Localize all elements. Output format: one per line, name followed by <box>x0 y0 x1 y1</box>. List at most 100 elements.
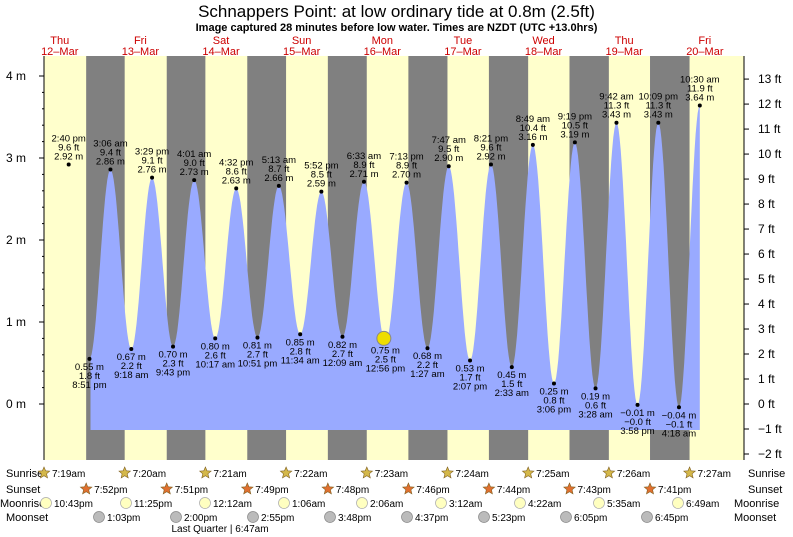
sunrise-icon <box>602 466 616 479</box>
low-tide-ft: 0.6 ft <box>585 400 606 411</box>
day-of-week-label: Sun <box>292 35 312 47</box>
low-tide-ft: 2.2 ft <box>417 360 438 371</box>
tide-point <box>697 103 702 108</box>
moonset-icon <box>324 511 336 523</box>
high-tide-ft: 8.9 ft <box>353 160 374 171</box>
high-tide-ft: 11.3 ft <box>604 101 630 112</box>
low-tide-time: 2:07 pm <box>453 382 487 393</box>
y-tick-label-ft: 9 ft <box>758 172 775 186</box>
sunset-icon <box>160 482 174 495</box>
sunrise-row-label: Sunrise <box>6 468 43 480</box>
y-tick-label-ft: 13 ft <box>758 72 782 86</box>
tide-point <box>635 402 640 407</box>
high-tide-time: 2:40 pm <box>52 134 86 145</box>
sunset-time: 7:41pm <box>658 485 691 496</box>
sunrise-icon <box>118 466 132 479</box>
moonrise-time: 3:12am <box>449 499 482 510</box>
water-area <box>90 105 700 430</box>
moonset-time: 2:00pm <box>184 513 217 524</box>
y-tick-label-ft: 7 ft <box>758 222 775 236</box>
moonset-icon <box>170 511 182 523</box>
moonset-time: 6:45pm <box>655 513 688 524</box>
high-tide-ft: 11.9 ft <box>687 84 713 95</box>
tide-point <box>66 162 71 167</box>
date-label: 14–Mar <box>202 46 240 58</box>
high-tide-ft: 10.5 ft <box>562 120 589 131</box>
tide-point <box>234 186 239 191</box>
low-tide-m: 0.19 m <box>581 391 610 402</box>
low-tide-time: 9:18 am <box>114 370 148 381</box>
low-tide-ft: 2.7 ft <box>332 349 353 360</box>
low-tide-ft: 2.5 ft <box>375 355 396 366</box>
high-tide-time: 7:13 pm <box>389 152 423 163</box>
tide-point <box>530 142 535 147</box>
sunset-icon <box>321 482 335 495</box>
high-tide-time: 5:13 am <box>262 155 296 166</box>
low-tide-m: −0.01 m <box>620 408 655 419</box>
tide-point <box>425 346 430 351</box>
high-tide-time: 7:47 am <box>432 135 466 146</box>
tide-point <box>446 164 451 169</box>
sunset-time: 7:43pm <box>577 485 610 496</box>
y-tick-label-ft: 12 ft <box>758 97 782 111</box>
tide-point <box>108 167 113 172</box>
high-tide-ft: 8.7 ft <box>268 164 289 175</box>
daylight-band <box>44 56 87 460</box>
moonrise-time: 6:49am <box>686 499 719 510</box>
high-tide-time: 4:01 am <box>177 149 211 160</box>
low-tide-time: 12:56 pm <box>366 364 406 375</box>
moonrise-icon <box>514 497 526 509</box>
high-tide-m: 3.43 m <box>602 110 631 121</box>
sunset-icon <box>643 482 657 495</box>
day-of-week-label: Wed <box>532 35 554 47</box>
sun-moon-rows: Sunrise Sunset Moonrise Moonset Sunrise Sunse… <box>0 466 785 535</box>
y-tick-label-ft: 6 ft <box>758 247 775 261</box>
y-tick-label-ft: −1 ft <box>758 422 782 436</box>
high-tide-m: 2.92 m <box>476 152 505 163</box>
sunrise-time: 7:24am <box>455 469 488 480</box>
moonset-icon <box>93 511 105 523</box>
low-tide-time: 3:28 am <box>578 409 612 420</box>
high-tide-m: 3.43 m <box>644 110 673 121</box>
low-tide-time: 4:18 am <box>662 428 696 439</box>
moonrise-time: 1:06am <box>292 499 325 510</box>
tide-point <box>87 356 92 361</box>
high-tide-m: 2.59 m <box>307 179 336 190</box>
sunrise-time: 7:20am <box>133 469 166 480</box>
low-tide-m: 0.75 m <box>371 346 400 357</box>
low-tide-m: 0.68 m <box>413 351 442 362</box>
sunset-icon <box>240 482 254 495</box>
y-tick-label-ft: 0 ft <box>758 397 775 411</box>
sunrise-icon <box>521 466 535 479</box>
low-tide-time: 12:09 am <box>323 358 363 369</box>
moonset-icon <box>560 511 572 523</box>
tide-point <box>213 336 218 341</box>
sunrise-icon <box>198 466 212 479</box>
low-tide-ft: 2.6 ft <box>205 350 226 361</box>
high-tide-time: 6:33 am <box>347 151 381 162</box>
high-tide-m: 2.86 m <box>96 156 125 167</box>
high-tide-m: 2.70 m <box>392 170 421 181</box>
moonrise-icon <box>435 497 447 509</box>
tide-point <box>361 179 366 184</box>
day-of-week-label: Tue <box>454 35 473 47</box>
y-tick-label-ft: 1 ft <box>758 372 775 386</box>
date-label: 16–Mar <box>364 46 402 58</box>
axes: 0 m 1 m 2 m 3 m 4 m −2 ft −1 ft 0 ft 1 ft 2 ft 3 f… <box>6 56 782 461</box>
tide-point <box>319 189 324 194</box>
day-of-week-label: Mon <box>372 35 393 47</box>
day-of-week-label: Fri <box>698 35 711 47</box>
chart-subtitle: Image captured 28 minutes before low wat… <box>196 22 598 34</box>
low-tide-time: 2:33 am <box>495 388 529 399</box>
moonrise-icon <box>593 497 605 509</box>
tide-point <box>192 178 197 183</box>
tide-point <box>676 405 681 410</box>
tide-point <box>509 365 514 370</box>
high-tide-ft: 8.9 ft <box>396 161 417 172</box>
tide-point <box>171 344 176 349</box>
low-tide-time: 9:43 pm <box>156 368 190 379</box>
day-of-week-label: Fri <box>134 35 147 47</box>
high-tide-ft: 9.1 ft <box>141 156 162 167</box>
moonset-time: 4:37pm <box>415 513 448 524</box>
